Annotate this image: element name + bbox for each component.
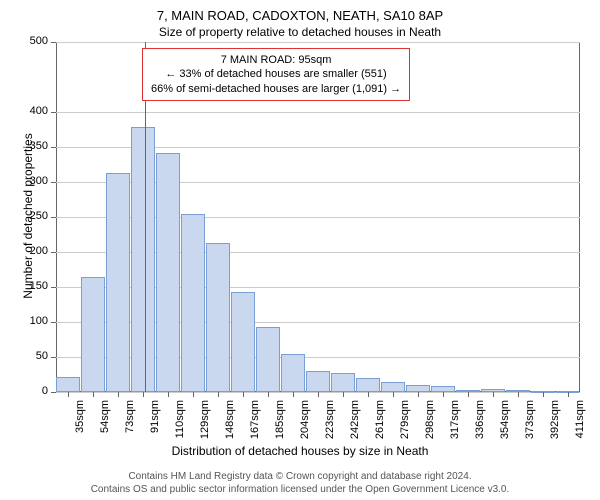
x-tick [493,392,494,397]
x-tick [443,392,444,397]
y-tick [51,147,56,148]
x-tick-label: 261sqm [374,400,386,444]
y-tick [51,112,56,113]
y-tick-label: 250 [18,210,48,222]
footer-line1: Contains HM Land Registry data © Crown c… [0,470,600,483]
x-axis-label: Distribution of detached houses by size … [0,444,600,458]
x-tick-label: 185sqm [274,400,286,444]
chart-container: 7, MAIN ROAD, CADOXTON, NEATH, SA10 8AP … [0,0,600,500]
y-tick [51,182,56,183]
histogram-bar [81,277,105,393]
annotation-box: 7 MAIN ROAD: 95sqm ← 33% of detached hou… [142,48,410,101]
y-tick-label: 400 [18,105,48,117]
histogram-bar [231,292,255,392]
x-tick-label: 91sqm [149,400,161,444]
y-tick-label: 500 [18,35,48,47]
x-tick-label: 54sqm [99,400,111,444]
y-tick [51,357,56,358]
y-tick [51,42,56,43]
gridline [56,112,580,113]
x-tick-label: 129sqm [199,400,211,444]
y-tick [51,287,56,288]
histogram-bar [281,354,305,393]
x-tick-label: 354sqm [499,400,511,444]
x-tick-label: 242sqm [349,400,361,444]
chart-title: 7, MAIN ROAD, CADOXTON, NEATH, SA10 8AP [0,0,600,23]
histogram-bar [256,327,280,392]
annotation-line1: 7 MAIN ROAD: 95sqm [151,53,401,67]
x-tick [268,392,269,397]
x-tick [343,392,344,397]
x-tick [118,392,119,397]
gridline [56,42,580,43]
x-tick-label: 204sqm [299,400,311,444]
histogram-bar [356,378,380,392]
x-tick-label: 392sqm [549,400,561,444]
x-tick [518,392,519,397]
x-tick-label: 223sqm [324,400,336,444]
x-tick-label: 279sqm [399,400,411,444]
footer-line2: Contains OS and public sector informatio… [0,483,600,496]
annotation-line2: ← 33% of detached houses are smaller (55… [151,67,401,81]
y-tick-label: 50 [18,350,48,362]
y-tick [51,392,56,393]
x-tick [93,392,94,397]
x-tick [293,392,294,397]
x-tick [393,392,394,397]
histogram-bar [56,377,80,392]
x-tick-label: 373sqm [524,400,536,444]
x-tick [543,392,544,397]
x-tick [168,392,169,397]
x-tick-label: 298sqm [424,400,436,444]
histogram-bar [306,371,330,392]
annotation-line3: 66% of semi-detached houses are larger (… [151,82,401,96]
x-tick-label: 317sqm [449,400,461,444]
y-tick-label: 100 [18,315,48,327]
x-tick-label: 148sqm [224,400,236,444]
x-tick-label: 35sqm [74,400,86,444]
y-tick [51,322,56,323]
x-tick-label: 336sqm [474,400,486,444]
footer: Contains HM Land Registry data © Crown c… [0,470,600,496]
histogram-bar [381,382,405,393]
histogram-bar [406,385,430,392]
histogram-bar [106,173,130,392]
histogram-bar [331,373,355,392]
x-tick [468,392,469,397]
y-tick [51,217,56,218]
x-tick [568,392,569,397]
x-tick [243,392,244,397]
chart-subtitle: Size of property relative to detached ho… [0,23,600,39]
y-tick-label: 350 [18,140,48,152]
x-tick-label: 110sqm [174,400,186,444]
x-tick-label: 167sqm [249,400,261,444]
x-tick [143,392,144,397]
x-tick [193,392,194,397]
x-tick [368,392,369,397]
histogram-bar [206,243,230,392]
y-tick-label: 0 [18,385,48,397]
x-tick [418,392,419,397]
y-tick-label: 200 [18,245,48,257]
y-tick-label: 300 [18,175,48,187]
x-tick [68,392,69,397]
x-tick-label: 73sqm [124,400,136,444]
y-tick-label: 150 [18,280,48,292]
histogram-bar [181,214,205,393]
x-tick-label: 411sqm [574,400,586,444]
x-tick [318,392,319,397]
x-tick [218,392,219,397]
y-tick [51,252,56,253]
histogram-bar [156,153,180,392]
histogram-bar [131,127,155,392]
